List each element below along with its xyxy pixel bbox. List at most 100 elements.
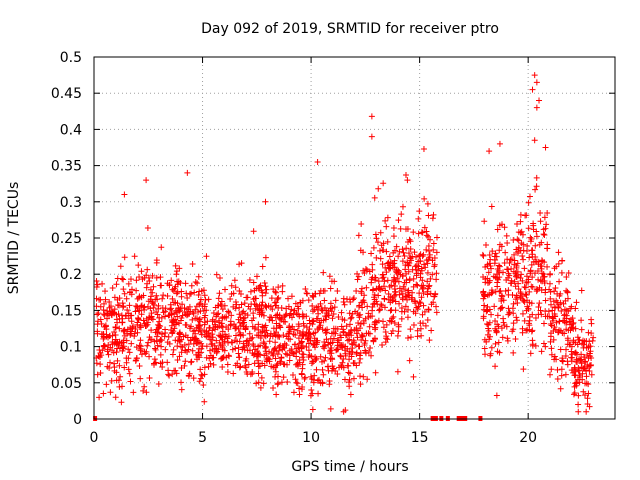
data-point [242, 364, 249, 371]
data-point [139, 276, 146, 283]
data-point [143, 323, 150, 330]
data-point [398, 211, 405, 218]
data-point [158, 343, 165, 350]
data-point [327, 405, 334, 412]
data-point [529, 86, 536, 93]
data-point [537, 218, 544, 225]
data-point [528, 261, 535, 268]
data-point [275, 332, 282, 339]
data-point [401, 279, 408, 286]
data-point [305, 297, 312, 304]
data-point [572, 305, 579, 312]
data-point [574, 358, 581, 365]
data-point [218, 320, 225, 327]
data-point [241, 300, 248, 307]
data-point [317, 353, 324, 360]
data-point [249, 368, 256, 375]
data-point [124, 307, 131, 314]
data-point [354, 270, 361, 277]
data-point [363, 284, 370, 291]
data-point [282, 350, 289, 357]
data-point [246, 330, 253, 337]
data-point [240, 332, 247, 339]
data-point [138, 311, 145, 318]
data-point [254, 303, 261, 310]
data-point [143, 389, 150, 396]
data-point [242, 357, 249, 364]
data-point [561, 312, 568, 319]
data-point [278, 354, 285, 361]
data-point [295, 344, 302, 351]
data-point [346, 370, 353, 377]
data-point [409, 266, 416, 273]
data-point [177, 331, 184, 338]
data-point [200, 381, 207, 388]
data-point [388, 318, 395, 325]
data-point [563, 274, 570, 281]
data-point [277, 324, 284, 331]
data-point [568, 343, 575, 350]
data-point [210, 309, 217, 316]
data-point [104, 348, 111, 355]
data-point [494, 321, 501, 328]
data-point [232, 305, 239, 312]
data-point [101, 342, 108, 349]
data-point [228, 312, 235, 319]
data-point [399, 258, 406, 265]
data-point [515, 285, 522, 292]
data-point [491, 303, 498, 310]
data-point [529, 253, 536, 260]
data-point [366, 323, 373, 330]
data-point [285, 324, 292, 331]
data-point [510, 320, 517, 327]
data-point [132, 308, 139, 315]
data-point [498, 243, 505, 250]
data-point [373, 254, 380, 261]
data-point [500, 269, 507, 276]
data-point [126, 370, 133, 377]
data-point [538, 348, 545, 355]
data-point [173, 271, 180, 278]
data-point [225, 308, 232, 315]
data-point [561, 311, 568, 318]
data-point [195, 292, 202, 299]
data-point [328, 355, 335, 362]
data-point [234, 338, 241, 345]
data-point [540, 226, 547, 233]
data-point [206, 324, 213, 331]
data-point [236, 304, 243, 311]
data-point [113, 349, 120, 356]
data-point [416, 290, 423, 297]
data-point [419, 229, 426, 236]
data-point [262, 345, 269, 352]
data-point [359, 304, 366, 311]
data-point [97, 296, 104, 303]
x-tick-label: 20 [519, 430, 537, 446]
data-point [239, 346, 246, 353]
data-point [386, 265, 393, 272]
data-point [480, 252, 487, 259]
data-point [346, 356, 353, 363]
data-point [320, 371, 327, 378]
data-point [192, 330, 199, 337]
data-point [358, 290, 365, 297]
data-point [544, 241, 551, 248]
data-point [315, 325, 322, 332]
data-point [272, 339, 279, 346]
data-point [529, 274, 536, 281]
data-point [299, 350, 306, 357]
data-point [284, 351, 291, 358]
data-point [339, 316, 346, 323]
data-point [201, 327, 208, 334]
data-point [399, 203, 406, 210]
data-point [548, 322, 555, 329]
data-point [492, 250, 499, 257]
data-point [339, 344, 346, 351]
data-point [588, 316, 595, 323]
data-point [309, 303, 316, 310]
data-point [559, 257, 566, 264]
data-point [521, 283, 528, 290]
data-point [200, 287, 207, 294]
data-point [372, 369, 379, 376]
chart-title: Day 092 of 2019, SRMTID for receiver ptr… [201, 21, 499, 37]
